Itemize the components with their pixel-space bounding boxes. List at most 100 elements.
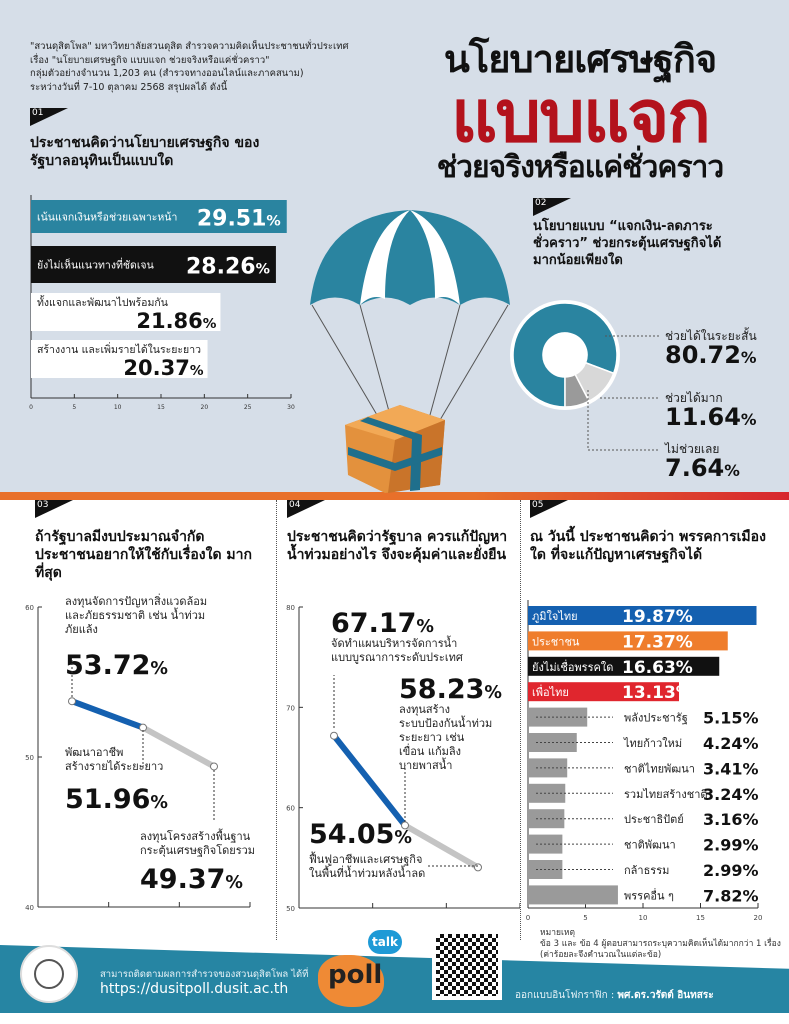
x-tick-label: 15 [157, 404, 165, 411]
chart4-line: 50 60 70 80 67.17%จัดทำแผนบริหารจัดการน้ำแบบ… [286, 604, 520, 913]
data-label: 16.63% [622, 658, 693, 678]
category-label: ลงทุนสร้าง [399, 703, 450, 716]
x-tick-label: 15 [696, 914, 705, 922]
category-label: ชาติไทยพัฒนา [624, 762, 695, 775]
intro-line: กลุ่มตัวอย่างจำนวน 1,203 คน (สำรวจทางออน… [30, 68, 304, 79]
category-label: เขื่อน แก้มลิง [399, 743, 461, 758]
x-tick-label: 10 [114, 404, 122, 411]
data-point [474, 863, 482, 872]
poll-logo-text: poll [328, 960, 383, 990]
talk-bubble: talk [368, 930, 402, 954]
data-label: 53.72% [65, 650, 168, 681]
data-label: 67.17% [331, 608, 434, 639]
x-tick-label: 20 [754, 914, 763, 922]
chart3-line: 40 50 60 53.72% ลงทุนจัดการปัญหาสิ่งแวดล้อมแ… [25, 593, 255, 912]
credit-label: ออกแบบอินโฟกราฟิก : [515, 990, 615, 1001]
category-label: แบบบูรณาการระดับประเทศ [331, 651, 463, 664]
note-line: ข้อ 3 และ ข้อ 4 ผู้ตอบสามารถระบุความคิดเ… [540, 939, 781, 949]
y-tick-label: 60 [286, 805, 295, 813]
intro-line: "สวนดุสิตโพล" มหาวิทยาลัยสวนดุสิต สำรวจค… [30, 41, 349, 52]
line-segment [140, 724, 217, 770]
slice-label: ไม่ช่วยเลย [664, 442, 719, 456]
bar [528, 783, 566, 803]
category-label: บายพาสน้ำ [399, 757, 452, 772]
intro-line: เรื่อง "นโยบายเศรษฐกิจ แบบแจก ช่วยจริงหร… [30, 54, 270, 66]
bar [528, 682, 679, 702]
section3-question: ถ้ารัฐบาลมีงบประมาณจำกัด ประชาชนอยากให้ใ… [35, 529, 252, 581]
data-label: 3.24% [703, 785, 759, 804]
data-point [68, 697, 76, 706]
data-label: 19.87% [622, 607, 693, 627]
title-line3: ช่วยจริงหรือแค่ชั่วคราว [436, 150, 725, 185]
credit-name: พศ.ดร.วรัตต์ อินทสระ [617, 990, 714, 1001]
category-label: ไทยก้าวใหม่ [623, 737, 682, 750]
x-tick-label: 20 [201, 404, 209, 411]
section-number: 04 [287, 500, 325, 518]
data-label: 58.23% [399, 674, 502, 705]
leader-line [587, 390, 660, 451]
category-label: เพื่อไทย [532, 684, 569, 699]
x-tick-label: 30 [287, 404, 295, 411]
y-tick-label: 50 [25, 754, 34, 762]
note: หมายเหตุ ข้อ 3 และ ข้อ 4 ผู้ตอบสามารถระบ… [540, 928, 781, 961]
data-label: 51.96% [65, 784, 168, 815]
chart1-svg: 0 5 10 15 20 25 30 เน้นแจกเงินหรือช่วยเฉพาะหน้า… [29, 195, 295, 411]
section4-question: ประชาชนคิดว่ารัฐบาล ควรแก้ปัญหาน้ำท่วมอย… [287, 529, 508, 563]
follow-text: สามารถติดตามผลการสำรวจของสวนดุสิตโพล ได้… [100, 969, 309, 980]
data-label: 7.64% [665, 454, 740, 482]
category-label: ภูมิใจไทย [532, 610, 578, 623]
category-label: พัฒนาอาชีพ [65, 746, 123, 759]
category-label: ลงทุนโครงสร้างพื้นฐาน [140, 828, 251, 843]
category-label: รวมไทยสร้างชาติ [624, 788, 708, 801]
data-label: 20.37% [123, 356, 203, 380]
category-label: พลังประชารัฐ [624, 712, 688, 725]
category-label: ฟื้นฟูอาชีพและเศรษฐกิจ [309, 851, 422, 866]
data-label: 54.05% [309, 819, 412, 850]
data-label: 2.99% [703, 861, 759, 880]
data-point [210, 762, 218, 771]
category-label: และภัยธรรมชาติ เช่น น้ำท่วม [65, 607, 205, 622]
category-label: กระตุ้นเศรษฐกิจโดยรวม [140, 843, 255, 857]
credit: ออกแบบอินโฟกราฟิก : พศ.ดร.วรัตต์ อินทสระ [515, 988, 714, 1003]
bar [31, 200, 287, 233]
x-tick-label: 10 [639, 914, 648, 922]
x-tick-label: 5 [72, 404, 76, 411]
data-label: 2.99% [703, 836, 759, 855]
university-seal-logo [20, 945, 78, 1003]
section-number: 03 [35, 500, 73, 518]
data-label: 17.37% [622, 632, 693, 652]
section-number: 05 [530, 500, 568, 518]
y-tick-label: 50 [286, 905, 295, 913]
y-tick-label: 80 [286, 604, 295, 612]
category-label: เน้นแจกเงินหรือช่วยเฉพาะหน้า [37, 211, 177, 224]
data-label: 4.24% [703, 734, 759, 753]
divider-band [0, 492, 789, 500]
bar [31, 340, 208, 378]
y-tick-label: 40 [25, 904, 34, 912]
category-label: ยังไม่เชื่อพรรคใด [532, 659, 613, 674]
qr-code[interactable] [432, 930, 502, 1000]
note-heading: หมายเหตุ [540, 928, 575, 938]
bar [31, 246, 276, 283]
bar [528, 885, 618, 905]
category-label: ลงทุนจัดการปัญหาสิ่งแวดล้อม [65, 593, 207, 608]
category-label: ประชาธิปัตย์ [624, 813, 684, 826]
seal-globe-icon [34, 959, 64, 989]
category-label: ในพื้นที่น้ำท่วมหลังน้ำลด [309, 865, 425, 880]
data-label: 5.15% [703, 709, 759, 728]
section2-question: นโยบายแบบ “แจกเงิน-ลดภาระชั่วคราว” ช่วยก… [533, 219, 722, 268]
bar [31, 293, 221, 331]
bar [528, 809, 565, 829]
chart5-bar: 0 5 10 15 20 ภูมิใจไทย 19.87% ประชาชน 17.37% ยังไ… [526, 600, 763, 922]
section5-question: ณ วันนี้ ประชาชนคิดว่า พรรคการเมืองใด ที… [530, 529, 766, 563]
intro-text: "สวนดุสิตโพล" มหาวิทยาลัยสวนดุสิต สำรวจค… [30, 40, 410, 94]
intro-line: ระหว่างวันที่ 7-10 ตุลาคม 2568 สรุปผลได้… [30, 81, 228, 93]
slice-label: ช่วยได้มาก [665, 391, 723, 405]
title-line2: แบบแจก [451, 74, 711, 158]
bar [528, 656, 720, 676]
website-link[interactable]: https://dusitpoll.dusit.ac.th [100, 981, 289, 997]
line-segment [69, 698, 146, 731]
category-label: ชาติพัฒนา [624, 839, 676, 852]
category-label: ภัยแล้ง [65, 623, 98, 636]
